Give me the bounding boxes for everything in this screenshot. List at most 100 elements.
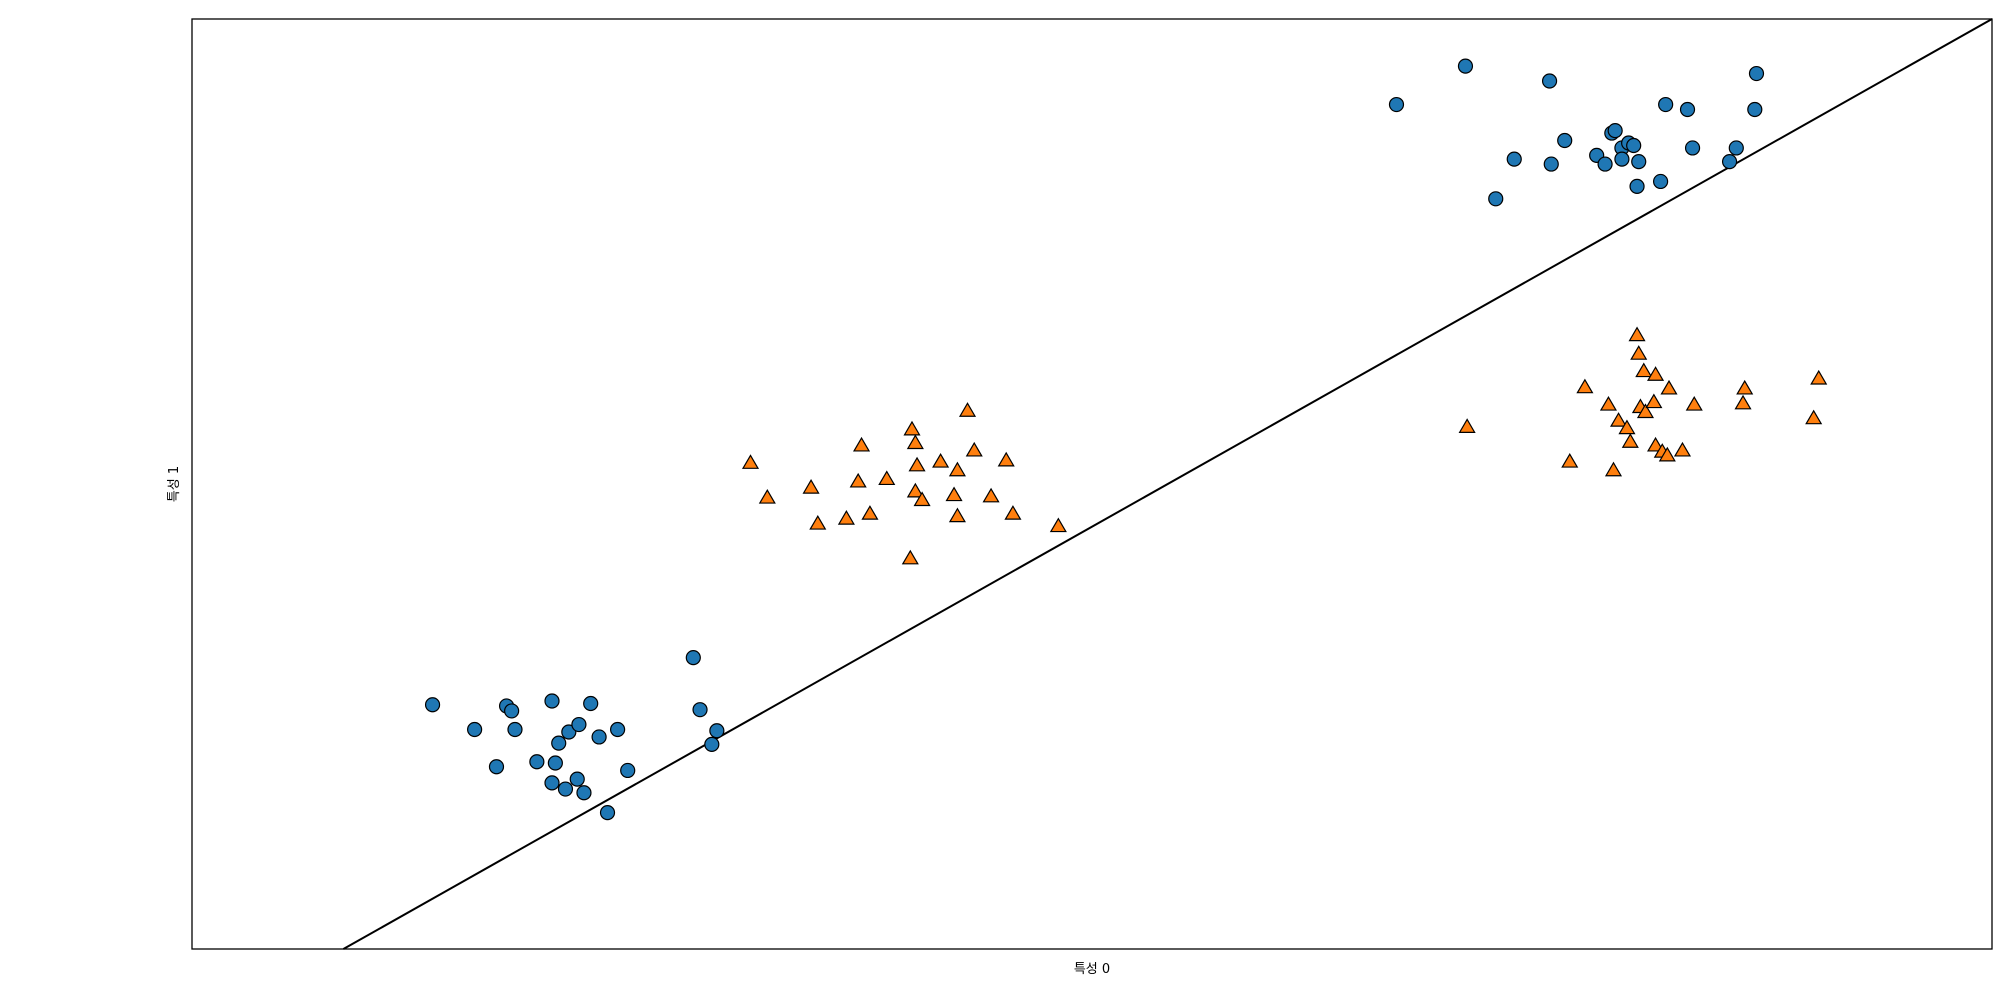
class-1-triangle-point	[1561, 452, 1579, 468]
class-1-triangle-point	[837, 510, 855, 525]
class-0-circle-point	[1543, 156, 1559, 172]
class-0-circle-point	[591, 729, 607, 745]
class-0-circle-point	[557, 781, 574, 797]
class-0-circle-point	[1679, 101, 1696, 118]
class-1-triangle-point	[1645, 393, 1663, 409]
class-0-circle-point	[561, 724, 577, 740]
class-0-circle-point	[544, 693, 560, 709]
class-1-triangle-point	[878, 470, 896, 486]
x-axis-label: 특성 0	[1074, 962, 1110, 977]
class-0-circle-point	[620, 762, 636, 779]
class-1-triangle-point	[861, 505, 879, 520]
class-1-triangle-point	[948, 461, 966, 477]
class-0-circle-point	[507, 721, 523, 738]
class-1-triangle-point	[1805, 409, 1823, 425]
class-1-triangle-point	[906, 434, 924, 450]
class-0-circle-point	[488, 759, 505, 775]
class-1-triangle-point	[945, 486, 963, 502]
class-1-triangle-point	[1658, 446, 1676, 462]
class-0-circle-point	[1614, 151, 1630, 167]
class-1-triangle-point	[1604, 461, 1623, 477]
class-0-circle-point	[1541, 73, 1558, 89]
class-0-circle-point	[1684, 140, 1701, 156]
class-1-triangle-point	[1647, 436, 1665, 452]
class-1-triangle-point	[1734, 394, 1752, 410]
class-1-triangle-point	[1458, 418, 1476, 433]
class-1-triangle-point	[982, 487, 1000, 503]
class-1-triangle-point	[849, 472, 867, 488]
class-0-circle-point	[1597, 156, 1613, 172]
class-1-triangle-point	[948, 507, 966, 523]
class-0-circle-point	[571, 716, 587, 733]
class-0-circle-point	[1721, 154, 1738, 170]
class-0-circle-point	[599, 804, 616, 821]
class-0-circle-point	[1658, 96, 1674, 113]
class-0-circle-point	[1506, 151, 1522, 167]
class-1-triangle-point	[1647, 366, 1665, 381]
class-1-triangle-point	[1635, 362, 1653, 378]
class-0-circle-point	[1747, 101, 1763, 118]
class-1-triangle-point	[852, 436, 871, 452]
class-1-triangle-point	[1685, 395, 1703, 411]
y-axis-label: 특성 1	[167, 466, 182, 502]
class-0-circle-point	[1457, 58, 1474, 74]
class-1-triangle-point	[932, 452, 950, 468]
class-1-triangle-point	[906, 482, 924, 498]
class-0-circle-point	[1388, 96, 1405, 113]
class-1-triangle-point	[901, 549, 919, 565]
data-points-layer	[424, 58, 1828, 821]
class-0-circle-point	[1748, 65, 1765, 82]
class-0-circle-point	[1557, 132, 1573, 149]
class-0-circle-point	[1626, 137, 1642, 154]
decision-boundary-layer	[342, 18, 1993, 950]
class-0-circle-point	[467, 721, 483, 738]
class-0-circle-point	[504, 703, 520, 719]
class-1-triangle-point	[908, 456, 926, 472]
class-1-triangle-point	[1810, 369, 1828, 385]
plot-frame	[191, 18, 1993, 950]
class-0-circle-point	[569, 771, 585, 787]
class-1-triangle-point	[1004, 505, 1022, 520]
decision-boundary-line	[342, 18, 1993, 950]
class-0-circle-point	[685, 649, 701, 666]
class-1-triangle-point	[1673, 441, 1692, 457]
class-1-triangle-point	[1660, 379, 1678, 395]
class-1-triangle-point	[809, 514, 827, 530]
class-1-triangle-point	[997, 451, 1015, 467]
class-1-triangle-point	[1599, 395, 1617, 411]
class-0-circle-point	[551, 735, 567, 751]
class-1-triangle-point	[1736, 379, 1754, 395]
class-1-triangle-point	[802, 479, 820, 494]
class-0-circle-point	[1652, 173, 1669, 190]
class-0-circle-point	[576, 785, 592, 801]
class-0-circle-point	[1488, 191, 1504, 207]
class-1-triangle-point	[1621, 433, 1639, 448]
class-1-triangle-point	[1618, 419, 1636, 435]
class-1-triangle-point	[741, 454, 760, 469]
class-0-circle-point	[544, 775, 560, 791]
class-0-circle-point	[704, 736, 720, 753]
class-1-triangle-point	[758, 488, 776, 504]
class-0-circle-point	[1728, 140, 1744, 156]
class-0-circle-point	[692, 702, 708, 718]
class-1-triangle-point	[1628, 326, 1646, 342]
class-1-triangle-point	[958, 402, 977, 417]
class-0-circle-point	[610, 721, 626, 738]
class-0-circle-point	[424, 697, 441, 713]
class-0-circle-point	[529, 754, 545, 770]
class-1-triangle-point	[1049, 517, 1067, 533]
class-0-circle-point	[1607, 123, 1623, 139]
class-1-triangle-point	[1609, 412, 1628, 427]
class-0-circle-point	[1629, 178, 1645, 194]
class-1-triangle-point	[1576, 378, 1594, 394]
class-1-triangle-point	[965, 441, 983, 457]
class-1-triangle-point	[1630, 345, 1648, 360]
class-0-circle-point	[709, 723, 725, 739]
class-0-circle-point	[583, 695, 599, 712]
class-0-circle-point	[547, 755, 563, 771]
class-1-triangle-point	[903, 420, 921, 436]
class-1-triangle-point	[1636, 403, 1655, 419]
class-1-triangle-point	[913, 491, 931, 507]
plot-background	[192, 19, 1992, 949]
